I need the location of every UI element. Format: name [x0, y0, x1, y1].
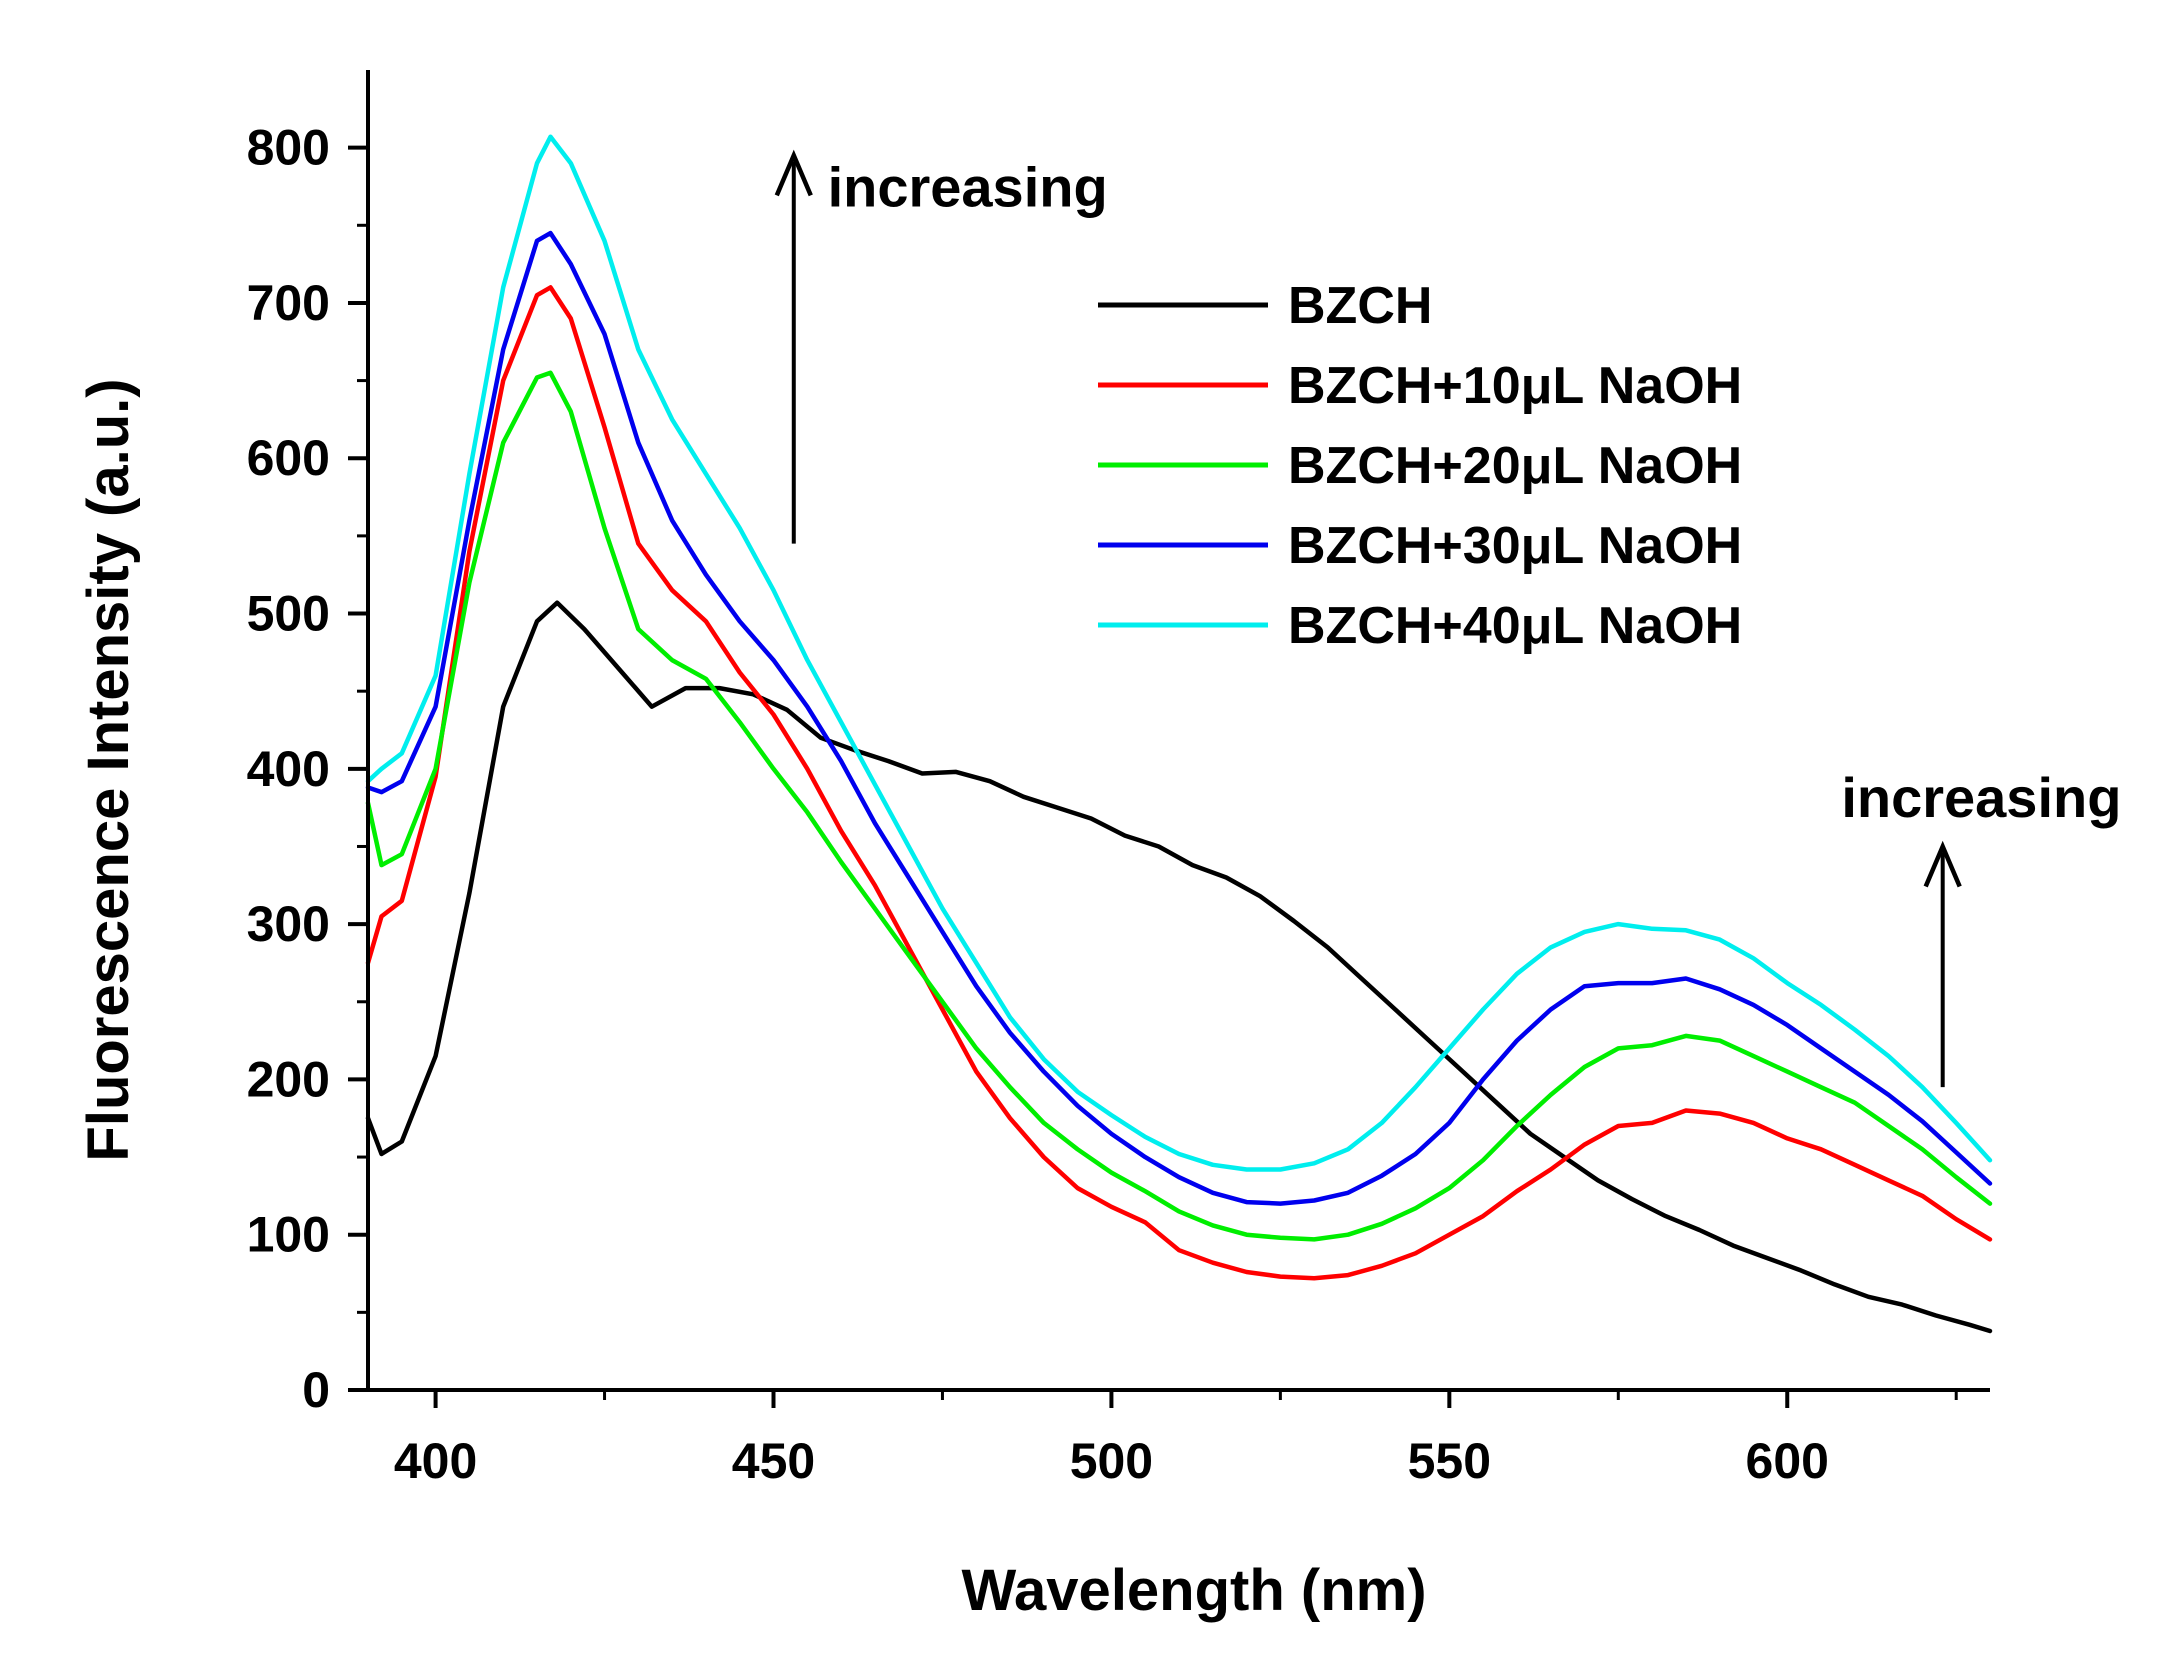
series-line-3 [365, 230, 1993, 1206]
legend: BZCH BZCH+10μL NaOH BZCH+20μL NaOH BZCH+30μ… [1098, 277, 1742, 655]
series-line-4 [365, 134, 1993, 1172]
y-tick-label: 200 [247, 1051, 330, 1107]
legend-label-4: BZCH+40μL NaOH [1288, 597, 1742, 655]
series-line-0 [365, 600, 1993, 1334]
annotations: increasing increasing [774, 149, 2121, 1088]
axes [366, 70, 1990, 1392]
legend-label-2: BZCH+20μL NaOH [1288, 437, 1742, 495]
annotation-text-0: increasing [828, 155, 1108, 218]
annotation-arrow-head-0 [774, 149, 813, 197]
x-tick-label: 400 [394, 1433, 477, 1489]
annotation-arrow-head-1 [1923, 840, 1962, 888]
legend-label-3: BZCH+30μL NaOH [1288, 517, 1742, 575]
series-line-1 [365, 285, 1993, 1281]
ticks: 400 450 500 550 600 0 100 200 300 400 500 600 700 800 [247, 120, 1958, 1489]
legend-label-1: BZCH+10μL NaOH [1288, 357, 1742, 415]
series-lines [365, 134, 1993, 1334]
x-tick-label: 500 [1070, 1433, 1153, 1489]
x-tick-label: 450 [732, 1433, 815, 1489]
y-tick-label: 800 [247, 120, 330, 176]
y-tick-label: 600 [247, 430, 330, 486]
y-axis-title: Fluorescence Intensity (a.u.) [76, 378, 141, 1161]
x-tick-label: 600 [1746, 1433, 1829, 1489]
y-tick-label: 0 [302, 1362, 330, 1418]
legend-label-0: BZCH [1288, 277, 1432, 335]
series-line-2 [365, 370, 1993, 1242]
y-tick-label: 400 [247, 741, 330, 797]
x-tick-label: 550 [1408, 1433, 1491, 1489]
y-tick-label: 500 [247, 586, 330, 642]
annotation-text-1: increasing [1841, 766, 2121, 829]
y-tick-label: 300 [247, 896, 330, 952]
x-axis-title: Wavelength (nm) [961, 1558, 1426, 1623]
y-tick-label: 100 [247, 1207, 330, 1263]
y-tick-label: 700 [247, 275, 330, 331]
